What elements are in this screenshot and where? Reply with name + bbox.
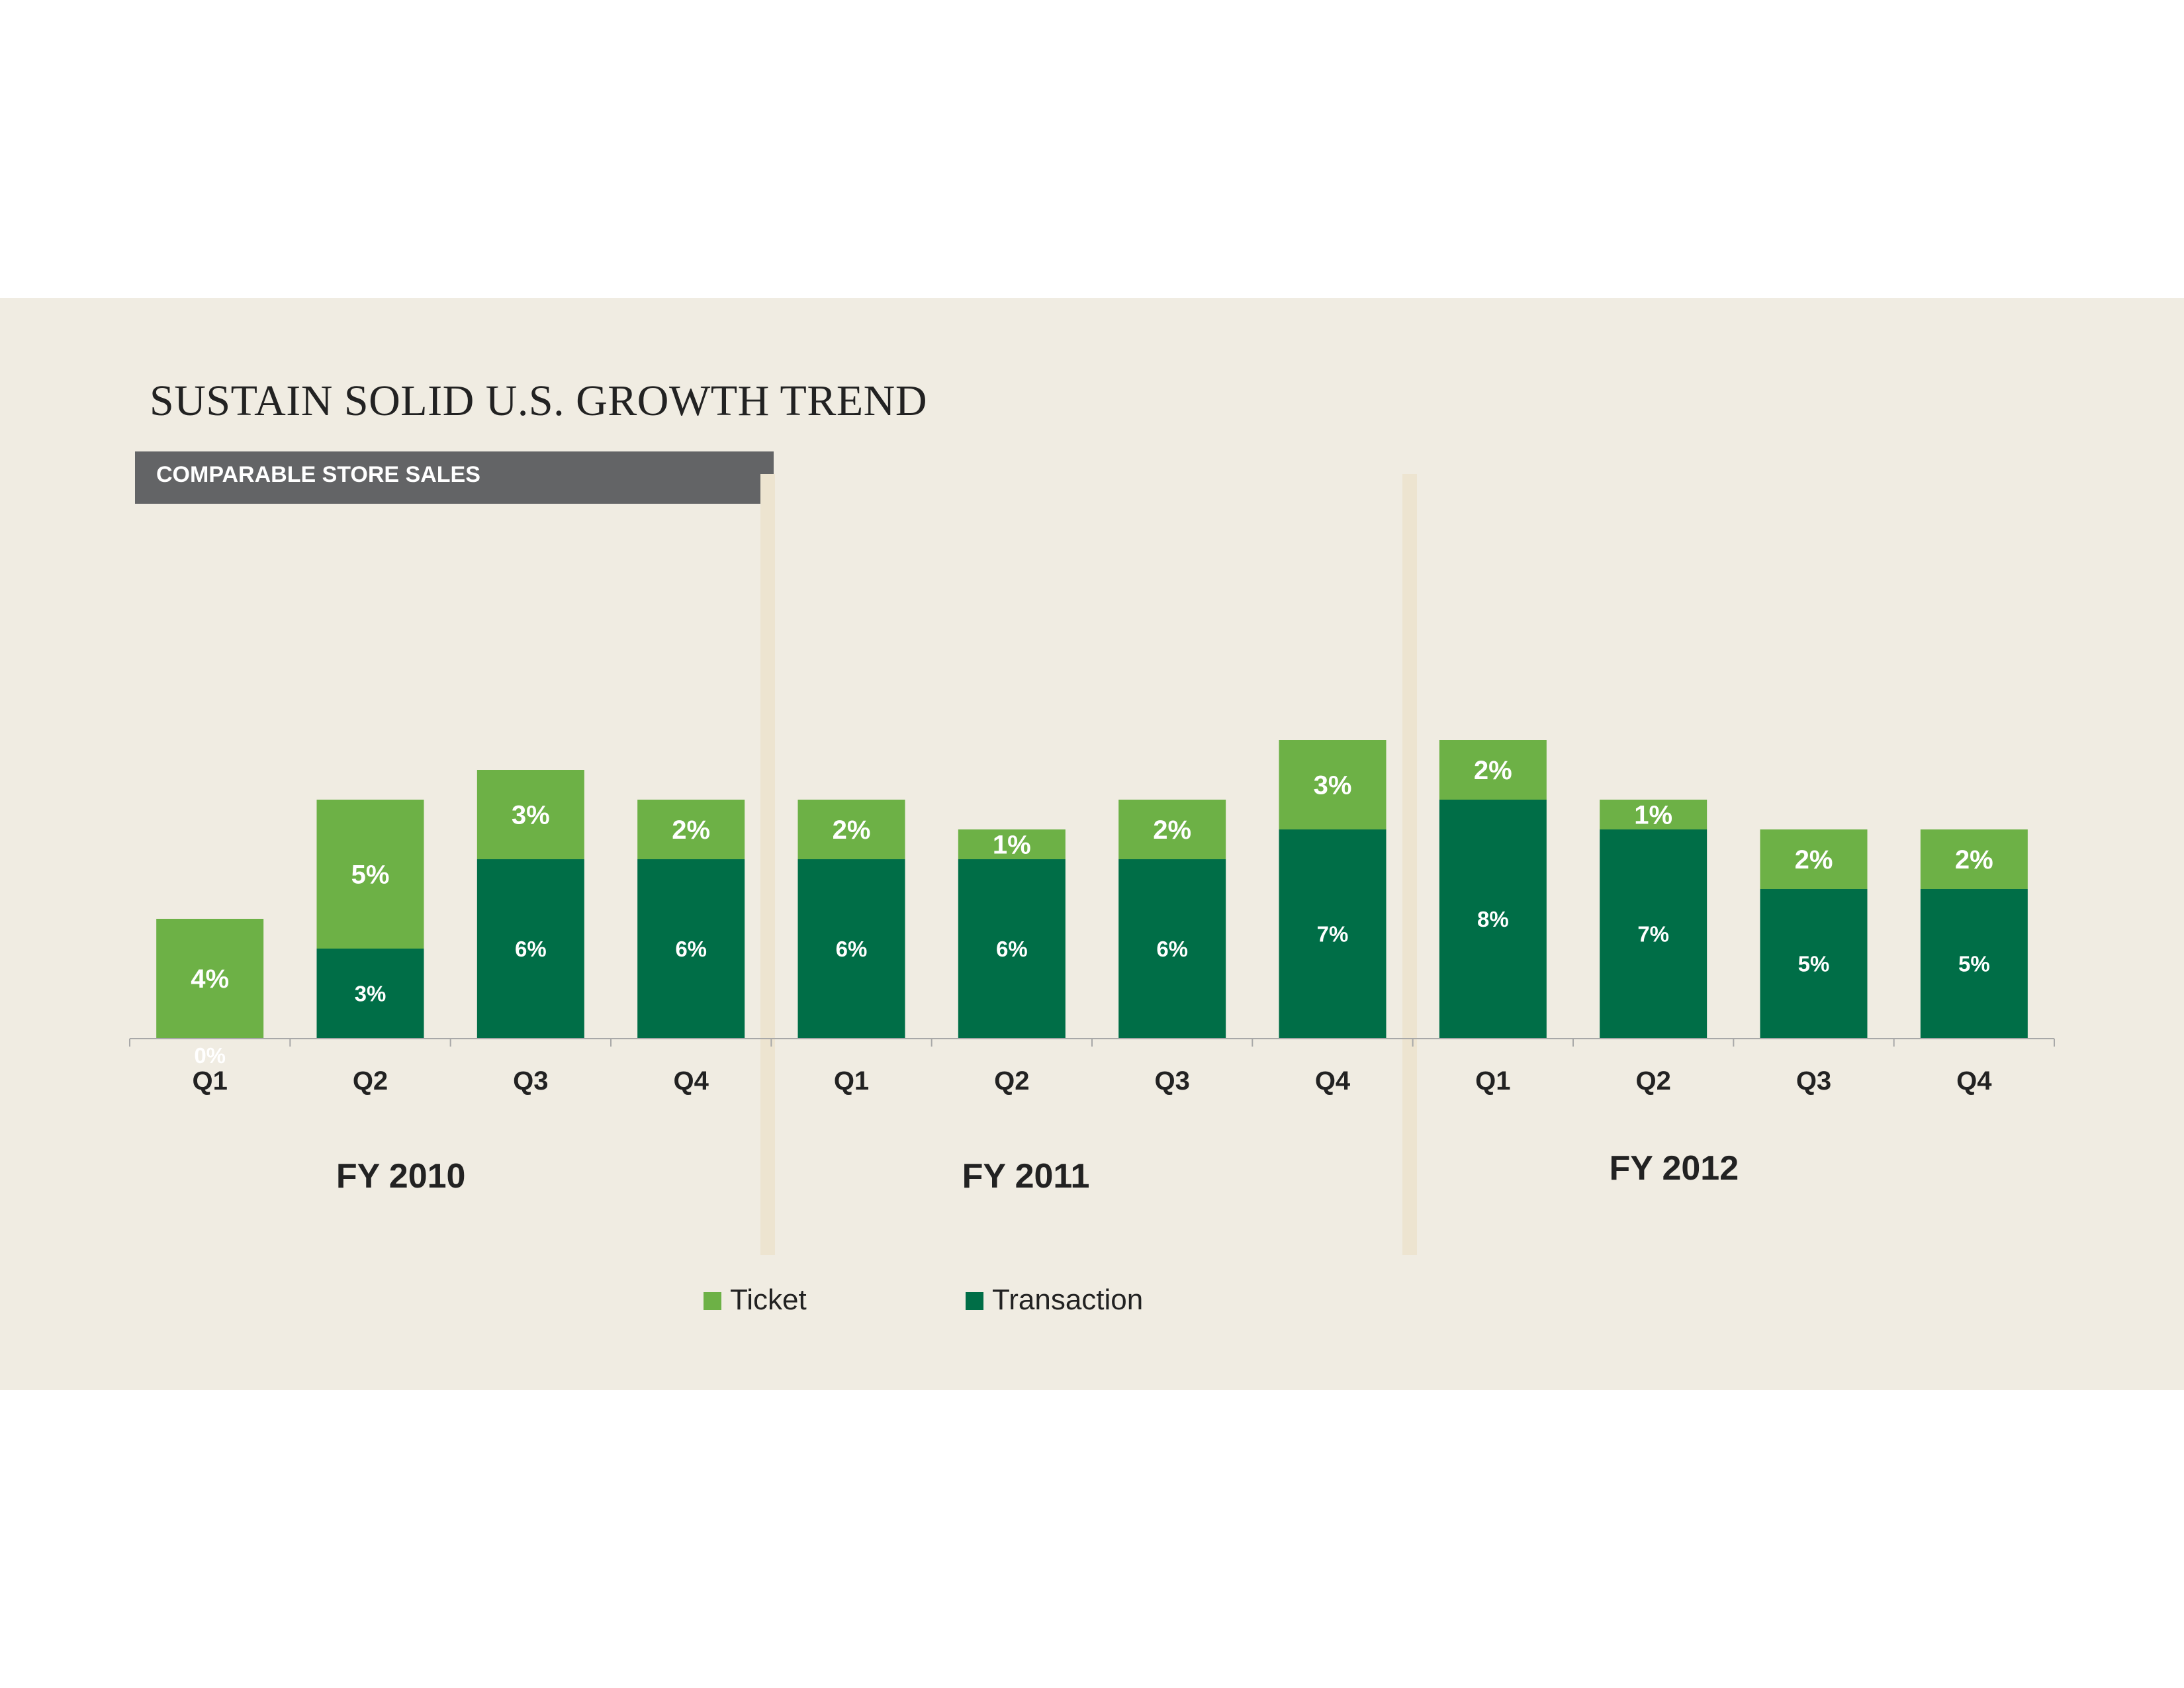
fiscal-year-label: FY 2011 (962, 1157, 1090, 1196)
bar-label-ticket: 5% (351, 861, 390, 890)
bar-transaction (958, 859, 1066, 1038)
fiscal-year-divider (760, 474, 775, 1255)
bar-label-ticket: 2% (833, 816, 871, 845)
bar-label-transaction: 5% (1798, 952, 1830, 976)
bar-label-transaction: 8% (1477, 907, 1509, 931)
bar-label-ticket: 3% (512, 801, 550, 830)
bar-ticket (1279, 740, 1387, 829)
bar-ticket (797, 800, 905, 859)
bar-label-transaction: 6% (515, 937, 547, 961)
bar-ticket (1439, 740, 1547, 800)
page-title: SUSTAIN SOLID U.S. GROWTH TREND (150, 377, 928, 425)
bar-label-ticket: 4% (191, 964, 229, 994)
bar-transaction (1920, 889, 2028, 1038)
x-tick-label: Q2 (1635, 1066, 1670, 1096)
fiscal-year-label: FY 2012 (1610, 1149, 1739, 1188)
bar-label-transaction: 6% (996, 937, 1028, 961)
bar-ticket (1118, 800, 1226, 859)
x-tick-label: Q1 (1475, 1066, 1510, 1096)
bar-label-ticket: 3% (1314, 771, 1352, 800)
x-tick-label: Q3 (1796, 1066, 1831, 1096)
bar-transaction (1118, 859, 1226, 1038)
bar-transaction (637, 859, 745, 1038)
bar-label-transaction: 5% (1958, 952, 1990, 976)
x-tick-label: Q3 (513, 1066, 548, 1096)
x-tick-label: Q3 (1154, 1066, 1189, 1096)
x-tick-label: Q4 (1956, 1066, 1992, 1096)
x-tick-label: Q1 (192, 1066, 227, 1096)
bar-label-ticket: 2% (672, 816, 710, 845)
bar-label-ticket: 2% (1153, 816, 1191, 845)
subtitle-bar (135, 451, 774, 504)
bar-transaction (1279, 829, 1387, 1038)
fiscal-year-label: FY 2010 (336, 1157, 466, 1196)
bar-transaction (316, 949, 424, 1038)
bar-ticket (637, 800, 745, 859)
bar-ticket (1760, 829, 1868, 889)
bar-label-transaction: 6% (675, 937, 707, 961)
bar-ticket (316, 800, 424, 949)
bar-transaction (1439, 800, 1547, 1038)
bar-transaction (1760, 889, 1868, 1038)
legend-label: Ticket (730, 1284, 807, 1316)
bar-label-transaction: 6% (836, 937, 868, 961)
x-tick-label: Q1 (834, 1066, 869, 1096)
bar-transaction (477, 859, 584, 1038)
legend-swatch (966, 1292, 983, 1310)
fiscal-year-divider (1402, 474, 1417, 1255)
x-tick-label: Q4 (673, 1066, 709, 1096)
bar-transaction (1600, 829, 1707, 1038)
legend-label: Transaction (992, 1284, 1143, 1316)
legend-swatch (704, 1292, 721, 1310)
bar-label-ticket: 1% (1634, 801, 1672, 830)
bar-ticket (958, 829, 1066, 859)
bar-ticket (1600, 800, 1707, 829)
chart-subtitle: COMPARABLE STORE SALES (156, 462, 480, 487)
bar-label-transaction: 7% (1317, 922, 1349, 947)
bar-label-ticket: 2% (1474, 756, 1512, 785)
bar-label-ticket: 2% (1955, 845, 1993, 874)
bar-label-transaction: 7% (1637, 922, 1669, 947)
bar-transaction (797, 859, 905, 1038)
bar-ticket (477, 770, 584, 859)
bar-label-ticket: 1% (993, 831, 1031, 860)
bar-label-ticket: 2% (1795, 845, 1833, 874)
x-tick-label: Q2 (994, 1066, 1029, 1096)
x-tick-label: Q4 (1315, 1066, 1351, 1096)
bar-label-transaction: 0% (194, 1043, 226, 1068)
bar-label-transaction: 6% (1156, 937, 1188, 961)
bar-ticket (156, 919, 264, 1038)
x-tick-label: Q2 (353, 1066, 388, 1096)
bar-ticket (1920, 829, 2028, 889)
bar-label-transaction: 3% (355, 982, 387, 1006)
